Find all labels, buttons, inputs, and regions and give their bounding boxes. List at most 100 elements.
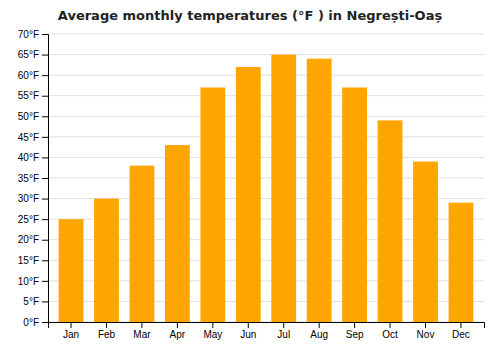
chart: 0°F5°F10°F15°F20°F25°F30°F35°F40°F45°F50… <box>0 0 500 350</box>
grid-line <box>48 54 484 55</box>
tick-mark <box>42 75 48 76</box>
tick-mark <box>42 116 48 117</box>
tick: 10°F <box>18 276 48 287</box>
tick-mark <box>42 260 48 261</box>
plot: 0°F5°F10°F15°F20°F25°F30°F35°F40°F45°F50… <box>18 29 485 340</box>
tick-label: Apr <box>170 329 186 340</box>
tick-mark <box>248 322 249 328</box>
tick-label: 15°F <box>18 255 39 266</box>
tick-label: 50°F <box>18 111 39 122</box>
tick-mark <box>283 322 284 328</box>
tick: Sep <box>346 322 364 340</box>
tick-label: Sep <box>346 329 364 340</box>
grid-line <box>48 34 484 35</box>
bar <box>59 219 84 322</box>
tick: 45°F <box>18 132 48 143</box>
tick: 25°F <box>18 214 48 225</box>
tick-label: Jun <box>240 329 256 340</box>
tick-label: 45°F <box>18 132 39 143</box>
tick-label: Oct <box>382 329 398 340</box>
tick-label: 25°F <box>18 214 39 225</box>
tick: 65°F <box>18 49 48 60</box>
tick-label: 55°F <box>18 90 39 101</box>
tick-mark <box>42 301 48 302</box>
bar <box>200 87 225 322</box>
tick-label: 5°F <box>23 296 39 307</box>
tick-label: Feb <box>98 329 116 340</box>
axis-line <box>49 323 485 329</box>
tick-mark <box>425 322 426 328</box>
grid-line <box>48 157 484 158</box>
tick-mark <box>141 322 142 328</box>
tick: Dec <box>452 322 470 340</box>
tick-mark <box>42 157 48 158</box>
tick: 40°F <box>18 152 48 163</box>
tick: Feb <box>98 322 116 340</box>
tick-mark <box>212 322 213 328</box>
bar <box>307 59 332 322</box>
title: Average monthly temperatures (°F ) in Ne… <box>58 8 443 23</box>
tick: 0°F <box>23 317 48 328</box>
tick-mark <box>42 199 48 200</box>
tick-mark <box>42 34 48 35</box>
bar <box>413 162 438 322</box>
bars <box>59 55 474 322</box>
bar <box>271 55 296 322</box>
tick: Jun <box>240 322 256 340</box>
tick-mark <box>42 240 48 241</box>
tick: Aug <box>310 322 328 340</box>
grid-line <box>48 116 484 117</box>
y-axis: 0°F5°F10°F15°F20°F25°F30°F35°F40°F45°F50… <box>18 29 49 328</box>
bar <box>342 87 367 322</box>
bar <box>378 120 403 322</box>
tick-label: 60°F <box>18 70 39 81</box>
tick-mark <box>177 322 178 328</box>
bar <box>165 145 190 322</box>
tick-label: Dec <box>452 329 470 340</box>
tick-mark <box>354 322 355 328</box>
bar <box>449 203 474 322</box>
tick: Jul <box>277 322 290 340</box>
tick: Apr <box>170 322 186 340</box>
tick-label: Jul <box>277 329 290 340</box>
tick-mark <box>42 96 48 97</box>
tick-mark <box>390 322 391 328</box>
bar <box>94 199 119 322</box>
tick-mark <box>460 322 461 328</box>
tick: 60°F <box>18 70 48 81</box>
tick-label: May <box>203 329 222 340</box>
tick-label: 20°F <box>18 234 39 245</box>
tick: May <box>203 322 222 340</box>
axis-line <box>42 35 49 323</box>
tick-mark <box>42 281 48 282</box>
tick-label: Nov <box>417 329 435 340</box>
tick-mark <box>42 137 48 138</box>
grid-line <box>48 75 484 76</box>
tick-mark <box>42 219 48 220</box>
grid <box>48 34 484 322</box>
tick-mark <box>71 322 72 328</box>
tick: Jan <box>63 322 79 340</box>
tick-mark <box>106 322 107 328</box>
tick-label: 40°F <box>18 152 39 163</box>
tick: 50°F <box>18 111 48 122</box>
grid-line <box>48 95 484 96</box>
tick: 70°F <box>18 29 48 40</box>
tick: Nov <box>417 322 435 340</box>
tick: 20°F <box>18 234 48 245</box>
tick-mark <box>319 322 320 328</box>
tick: 55°F <box>18 90 48 101</box>
tick-label: Mar <box>133 329 151 340</box>
tick-label: Aug <box>310 329 328 340</box>
tick-label: 10°F <box>18 276 39 287</box>
tick: Oct <box>382 322 398 340</box>
grid-line <box>48 136 484 137</box>
tick-label: 30°F <box>18 193 39 204</box>
tick: 15°F <box>18 255 48 266</box>
tick: Mar <box>133 322 151 340</box>
tick-mark <box>42 55 48 56</box>
tick-label: 0°F <box>23 317 39 328</box>
tick-label: 70°F <box>18 29 39 40</box>
tick: 5°F <box>23 296 48 307</box>
tick-label: Jan <box>63 329 79 340</box>
